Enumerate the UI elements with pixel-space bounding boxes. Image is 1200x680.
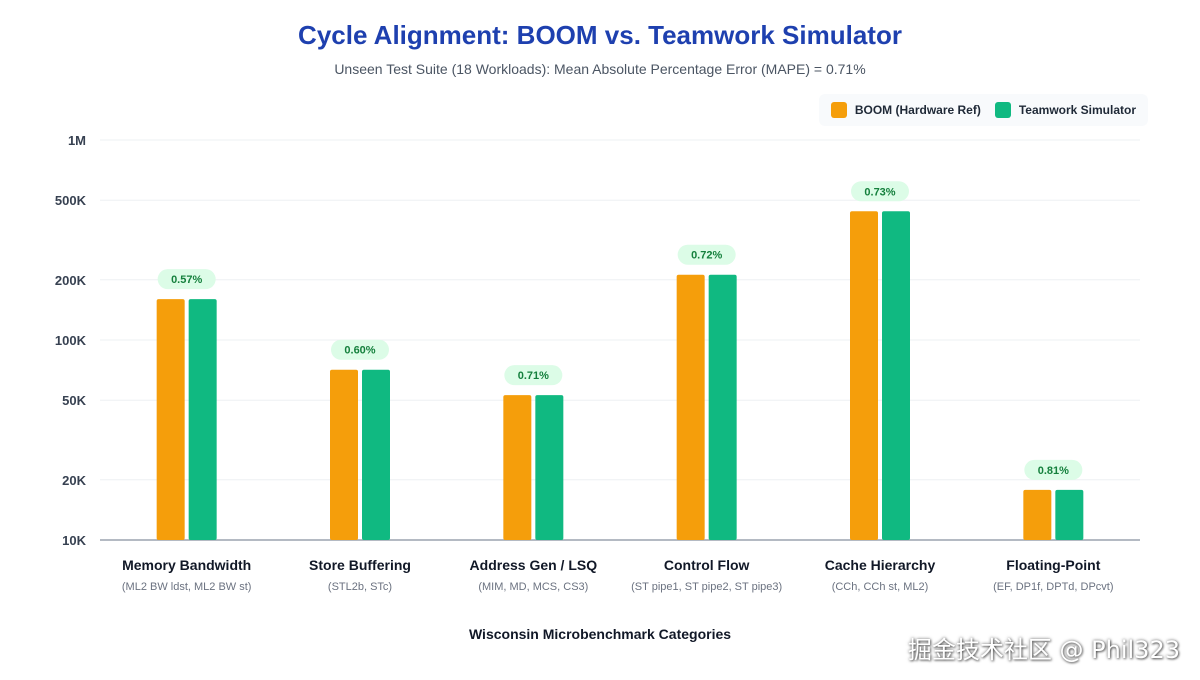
x-tick-sublabel: (STL2b, STc) — [328, 581, 392, 593]
bar-boom — [676, 274, 705, 540]
mape-pill — [1024, 459, 1083, 480]
bar-teamwork — [188, 299, 217, 540]
legend-label-boom: BOOM (Hardware Ref) — [854, 103, 981, 117]
chart-title: Cycle Alignment: BOOM vs. Teamwork Simul… — [298, 20, 902, 50]
y-tick-label: 50K — [62, 393, 86, 408]
mape-label: 0.73% — [864, 186, 895, 198]
y-tick-label: 20K — [62, 473, 86, 488]
bar-boom — [850, 211, 878, 541]
x-axis-label: Wisconsin Microbenchmark Categories — [468, 626, 732, 642]
legend-label-teamwork: Teamwork Simulator — [1018, 103, 1136, 117]
bar-teamwork — [708, 274, 737, 540]
x-tick-sublabel: (ML2 BW ldst, ML2 BW st) — [122, 581, 252, 593]
bar-teamwork — [535, 395, 564, 540]
chart-subtitle: Unseen Test Suite (18 Workloads): Mean A… — [334, 61, 866, 77]
bar-teamwork — [362, 369, 390, 540]
y-tick-label: 1M — [68, 133, 86, 148]
mape-pill — [504, 365, 563, 386]
legend-swatch-teamwork — [994, 102, 1011, 118]
mape-pill — [677, 244, 736, 265]
mape-label: 0.60% — [344, 345, 375, 357]
mape-label: 0.72% — [691, 250, 722, 262]
legend-item-boom: BOOM (Hardware Ref) — [830, 102, 981, 118]
x-tick-label: Control Flow — [664, 557, 750, 573]
mape-pill — [851, 181, 909, 202]
y-tick-label: 500K — [55, 193, 87, 208]
legend-item-teamwork: Teamwork Simulator — [994, 102, 1136, 118]
x-tick-label: Cache Hierarchy — [825, 557, 936, 573]
x-tick-label: Store Buffering — [309, 557, 411, 573]
legend: BOOM (Hardware Ref) Teamwork Simulator — [818, 94, 1148, 126]
mape-pill — [157, 269, 216, 290]
x-tick-sublabel: (EF, DP1f, DPTd, DPcvt) — [993, 581, 1113, 593]
x-tick-label: Memory Bandwidth — [122, 557, 251, 573]
mape-label: 0.71% — [518, 370, 549, 382]
bar-teamwork — [1055, 489, 1084, 540]
mape-label: 0.57% — [171, 274, 202, 286]
mape-pill — [331, 339, 389, 360]
x-tick-label: Floating-Point — [1006, 557, 1100, 573]
legend-swatch-boom — [830, 102, 847, 118]
x-tick-label: Address Gen / LSQ — [470, 557, 598, 573]
bar-boom — [1023, 489, 1052, 540]
x-tick-sublabel: (CCh, CCh st, ML2) — [832, 581, 929, 593]
y-tick-label: 10K — [62, 533, 86, 548]
bar-teamwork — [882, 211, 910, 541]
y-tick-label: 200K — [55, 273, 87, 288]
mape-label: 0.81% — [1038, 465, 1069, 477]
x-tick-sublabel: (ST pipe1, ST pipe2, ST pipe3) — [631, 581, 782, 593]
bar-boom — [503, 395, 532, 540]
watermark: 掘金技术社区 @ Phil323 — [907, 636, 1180, 664]
y-tick-label: 100K — [55, 333, 87, 348]
bar-boom — [330, 369, 358, 540]
x-tick-sublabel: (MIM, MD, MCS, CS3) — [478, 581, 588, 593]
bar-boom — [156, 299, 185, 540]
